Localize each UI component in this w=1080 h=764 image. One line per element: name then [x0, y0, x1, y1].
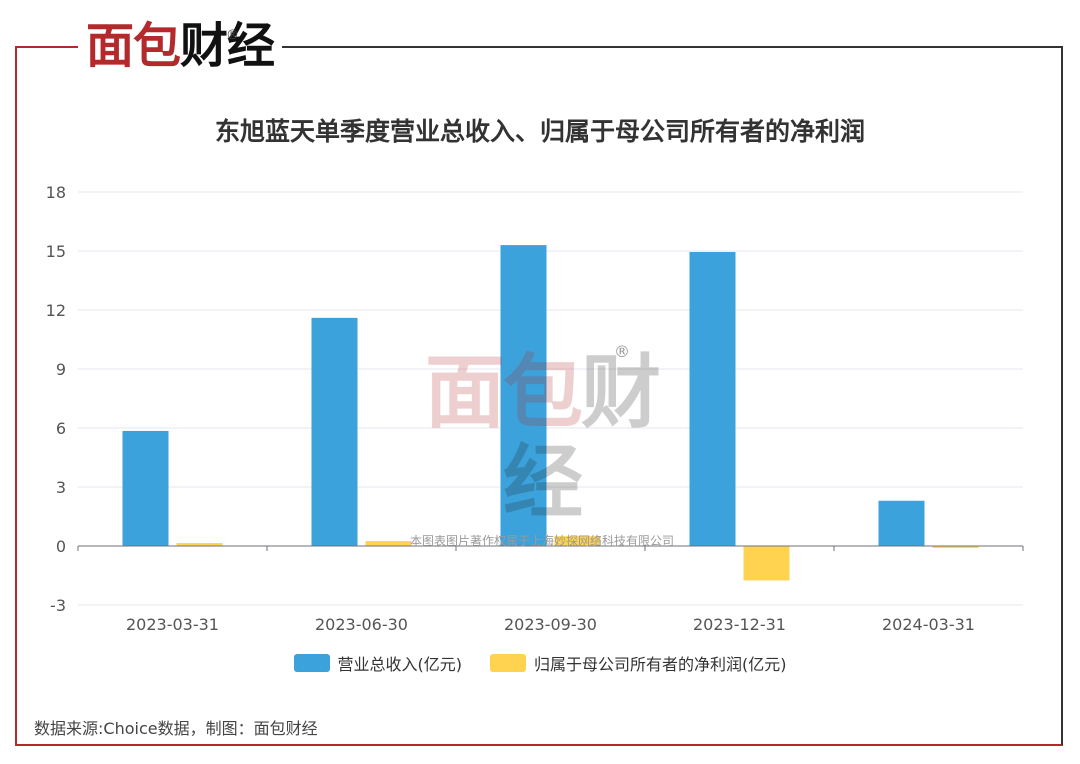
- y-tick-label: 15: [46, 242, 66, 261]
- y-tick-label: -3: [50, 596, 66, 615]
- y-tick-label: 3: [56, 478, 66, 497]
- revenue-bar-2024-03-31[interactable]: [878, 500, 925, 546]
- source-note: 数据来源:Choice数据，制图：面包财经: [34, 719, 318, 738]
- frame-accent: [15, 46, 85, 48]
- net-profit-bar-2024-03-31[interactable]: [932, 546, 979, 548]
- net-profit-bar-2023-09-30[interactable]: [554, 536, 601, 546]
- y-tick-label: 18: [46, 183, 66, 202]
- x-tick-label: 2023-09-30: [504, 615, 597, 634]
- legend-swatch-revenue: [293, 654, 330, 672]
- registered-mark: ®: [226, 28, 239, 43]
- y-tick-label: 6: [56, 419, 66, 438]
- y-axis: -3 0 3 6 9 12 15 18: [46, 183, 66, 615]
- x-tick-label: 2024-03-31: [882, 615, 975, 634]
- bars: [122, 245, 979, 581]
- y-tick-label: 12: [46, 301, 66, 320]
- grid-lines: [78, 191, 1023, 606]
- x-tick-label: 2023-12-31: [693, 615, 786, 634]
- net-profit-bar-2023-06-30[interactable]: [365, 541, 412, 546]
- brand-logo-part2: 财经: [180, 18, 275, 74]
- revenue-bar-2023-06-30[interactable]: [311, 317, 358, 546]
- revenue-bar-2023-09-30[interactable]: [500, 245, 547, 546]
- net-profit-bar-2023-03-31[interactable]: [176, 543, 223, 546]
- y-tick-label: 0: [56, 537, 66, 556]
- legend-item-net-profit[interactable]: 归属于母公司所有者的净利润(亿元): [490, 651, 787, 675]
- legend-label-revenue: 营业总收入(亿元): [337, 655, 463, 674]
- x-tick-label: 2023-03-31: [126, 615, 219, 634]
- legend-item-revenue[interactable]: 营业总收入(亿元): [293, 651, 463, 675]
- chart-frame: [15, 46, 1063, 746]
- brand-logo: 面包 财经 ®: [78, 18, 283, 74]
- legend-swatch-net-profit: [490, 654, 526, 672]
- y-tick-label: 9: [56, 360, 66, 379]
- revenue-bar-2023-03-31[interactable]: [122, 430, 169, 546]
- x-axis: 2023-03-31 2023-06-30 2023-09-30 2023-12-31…: [77, 545, 1024, 634]
- legend: 营业总收入(亿元) 归属于母公司所有者的净利润(亿元): [0, 651, 1080, 675]
- legend-label-net-profit: 归属于母公司所有者的净利润(亿元): [534, 655, 787, 674]
- brand-logo-part1: 面包: [86, 18, 181, 74]
- chart-title: 东旭蓝天单季度营业总收入、归属于母公司所有者的净利润: [214, 117, 865, 146]
- net-profit-bar-2023-12-31[interactable]: [743, 546, 790, 581]
- revenue-bar-2023-12-31[interactable]: [689, 251, 736, 546]
- x-tick-label: 2023-06-30: [315, 615, 408, 634]
